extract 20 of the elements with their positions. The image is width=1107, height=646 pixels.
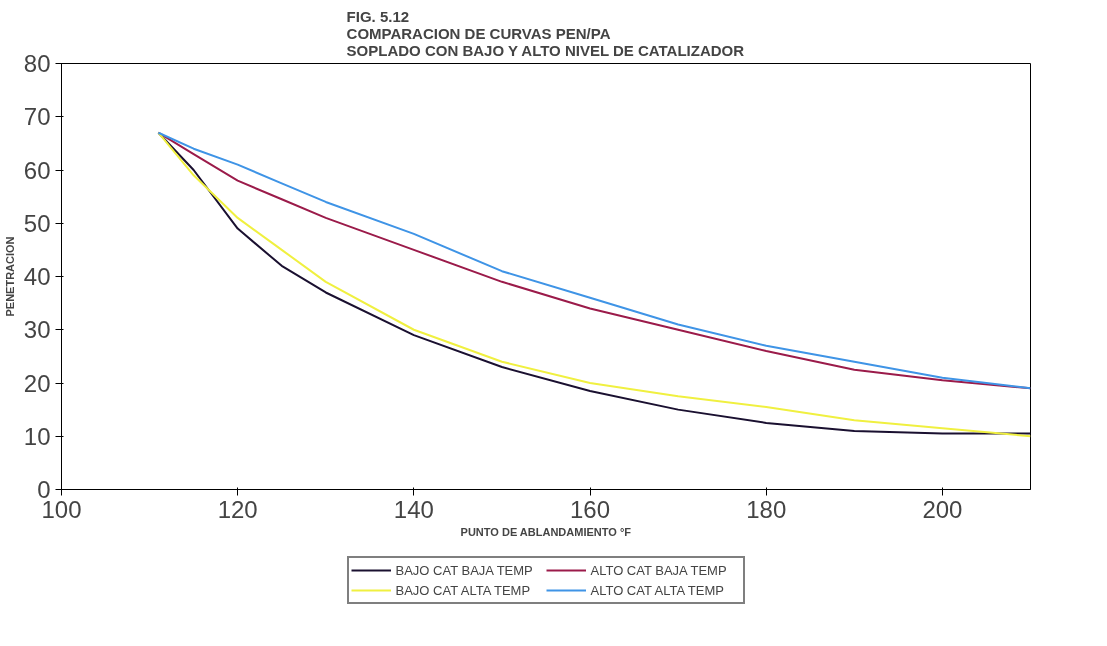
chart-title: FIG. 5.12 COMPARACION DE CURVAS PEN/PA SOPLADO CON BAJO Y ALTO NIVEL DE CATALIZADOR [346, 7, 745, 59]
x-tick-label: 180 [746, 495, 787, 523]
x-tick-label: 140 [393, 495, 434, 523]
legend-label: BAJO CAT BAJA TEMP [395, 562, 534, 578]
x-tick-label: 160 [570, 495, 611, 523]
y-axis-title: PENETRACION [3, 236, 16, 317]
y-tick-label: 80 [23, 50, 51, 77]
x-tick-label: 200 [922, 495, 963, 523]
y-tick-label: 40 [23, 263, 51, 290]
x-axis-title: PUNTO DE ABLANDAMIENTO °F [460, 525, 632, 538]
y-tick-label: 70 [23, 103, 51, 131]
y-tick-label: 50 [23, 209, 51, 237]
y-tick-label: 60 [23, 156, 51, 184]
y-tick-label: 10 [23, 422, 51, 450]
y-tick-label: 20 [23, 369, 51, 397]
legend-label: ALTO CAT ALTA TEMP [590, 582, 725, 598]
y-tick-label: 30 [23, 316, 51, 344]
x-tick-label: 120 [217, 495, 258, 523]
legend-label: ALTO CAT BAJA TEMP [590, 562, 728, 578]
legend-label: BAJO CAT ALTA TEMP [395, 582, 532, 598]
